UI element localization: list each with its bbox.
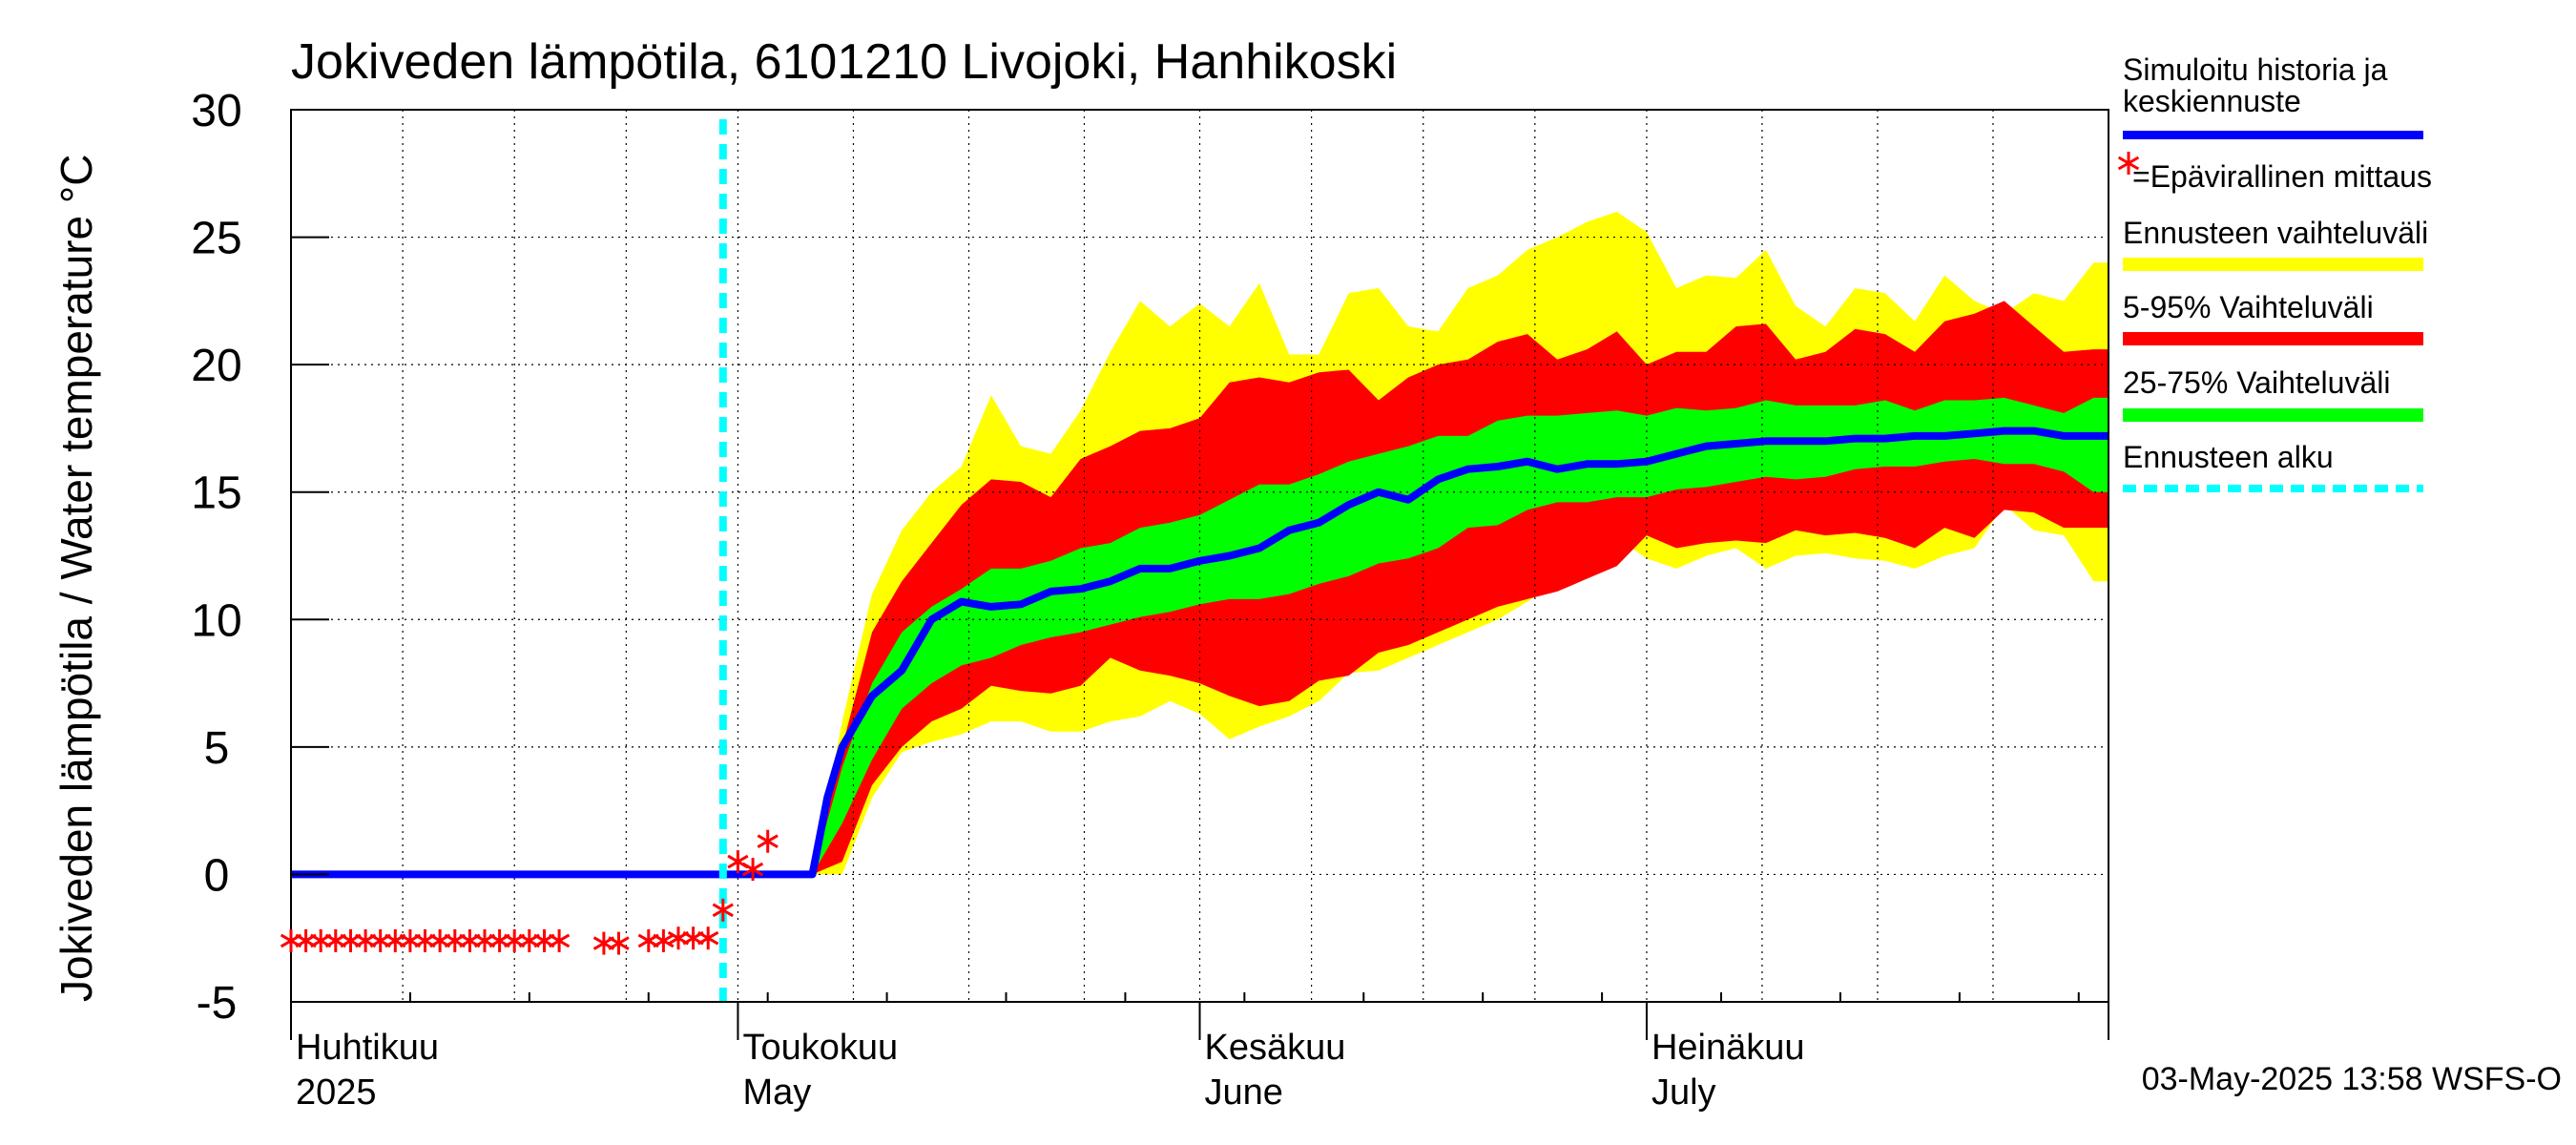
x-month-label-en: June: [1205, 1072, 1283, 1113]
y-tick-label: 30: [191, 86, 241, 136]
observation-marker: [757, 829, 779, 853]
legend-label-simulated-2: keskiennuste: [2123, 84, 2301, 118]
observation-marker-stroke: [757, 834, 779, 848]
series-lines: [291, 119, 2109, 1002]
y-tick-label: 10: [191, 595, 241, 646]
series-line-simulated: [291, 427, 2109, 879]
y-axis-label: Jokiveden lämpötila / Water temperature …: [52, 154, 101, 1002]
observation-marker-stroke: [741, 862, 764, 877]
x-month-label-en: 2025: [296, 1072, 377, 1113]
observation-marker: [2117, 152, 2140, 175]
observation-marker: [608, 931, 630, 955]
x-month-label: Kesäkuu: [1205, 1028, 1346, 1068]
y-tick-label: 5: [204, 723, 230, 774]
legend-label-full-range: Ennusteen vaihteluväli: [2123, 216, 2428, 250]
legend-swatch-5-95: [2123, 332, 2423, 345]
observation-marker: [548, 928, 571, 952]
x-month-label-en: July: [1652, 1072, 1716, 1113]
legend-swatch-25-75: [2123, 408, 2423, 422]
x-month-label: Heinäkuu: [1652, 1028, 1805, 1068]
y-tick-label: 20: [191, 341, 241, 391]
legend-swatch-full-range: [2123, 258, 2423, 271]
observation-marker-stroke: [2117, 156, 2140, 171]
legend-label-simulated: Simuloitu historia ja: [2123, 52, 2388, 87]
observation-marker-stroke: [697, 930, 719, 946]
y-tick-label: 25: [191, 214, 241, 264]
legend-label-measurement: =Epävirallinen mittaus: [2132, 159, 2432, 194]
axes: -5051015202530Huhtikuu2025ToukokuuMayKes…: [191, 86, 2109, 1113]
x-month-label: Toukokuu: [742, 1028, 898, 1068]
legend-label-25-75: 25-75% Vaihteluväli: [2123, 365, 2390, 400]
y-tick-label: 0: [204, 850, 230, 901]
grid: [291, 110, 2109, 1002]
legend-label-5-95: 5-95% Vaihteluväli: [2123, 290, 2374, 324]
x-month-label: Huhtikuu: [296, 1028, 439, 1068]
observation-marker: [741, 858, 764, 882]
observation-marker: [697, 926, 719, 950]
y-tick-label: -5: [197, 978, 238, 1029]
y-tick-label: 15: [191, 468, 241, 519]
observation-marker: [712, 898, 734, 922]
chart-title: Jokiveden lämpötila, 6101210 Livojoki, H…: [291, 34, 1397, 90]
legend-swatch-simulated: [2123, 131, 2423, 139]
observation-marker-stroke: [712, 903, 734, 918]
observation-marker-stroke: [608, 936, 630, 950]
x-month-label-en: May: [742, 1072, 811, 1113]
legend-label-forecast-start: Ennusteen alku: [2123, 440, 2334, 474]
observation-marker-stroke: [548, 933, 571, 948]
observation-markers: [280, 829, 779, 955]
timestamp-label: 03-May-2025 13:58 WSFS-O: [2142, 1061, 2562, 1097]
